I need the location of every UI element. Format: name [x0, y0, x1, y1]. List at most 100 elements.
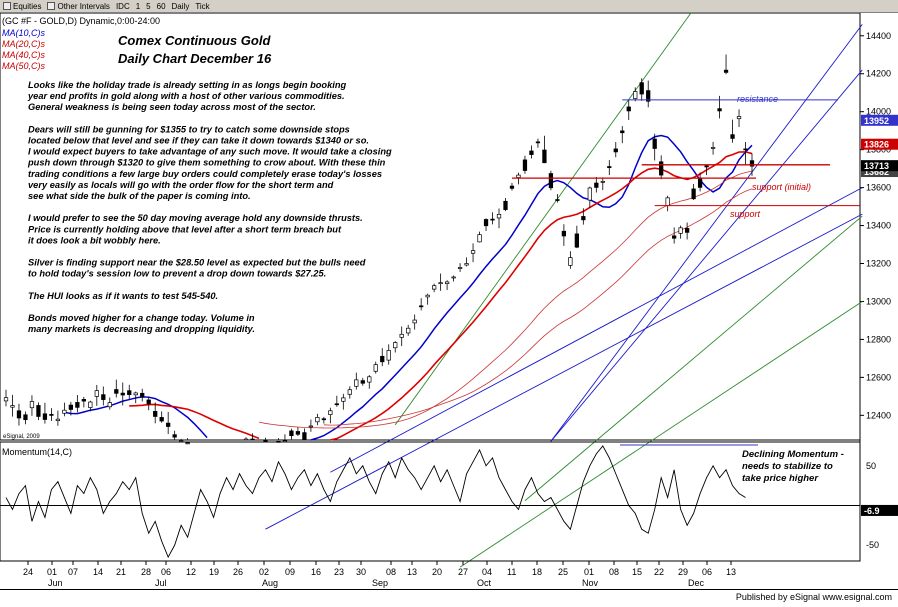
toolbar-item-daily[interactable]: Daily [172, 2, 190, 11]
candle-body [626, 106, 631, 112]
candle-body [367, 376, 372, 383]
candle-body [444, 281, 450, 284]
price-tick-label: 12600 [866, 372, 891, 382]
ma-legend: MA(10,C)sMA(20,C)sMA(40,C)sMA(50,C)s [2, 28, 46, 71]
date-tick-label: 30 [356, 567, 366, 577]
candle-body [360, 380, 365, 384]
commentary-line: General weakness is being seen today acr… [28, 102, 316, 112]
candle-body [334, 403, 339, 406]
candle-body [470, 250, 476, 254]
equities-icon [3, 2, 11, 10]
resistance-label: resistance [737, 94, 778, 104]
date-tick-label: 25 [558, 567, 568, 577]
commentary-line: Price is currently holding above that le… [28, 224, 342, 234]
candle-body [639, 82, 644, 95]
candle-body [548, 173, 554, 189]
price-tick-label: 14400 [866, 31, 891, 41]
momentum-note: Declining Momentum -needs to stabilize t… [742, 449, 844, 484]
price-readout-box [861, 160, 898, 172]
candle-body [101, 394, 106, 400]
candle-body [542, 149, 547, 164]
date-tick-label: 26 [233, 567, 243, 577]
momentum-readout: -6.9 [864, 506, 880, 516]
candle-body [723, 69, 729, 73]
toolbar-label: Equities [13, 1, 42, 11]
candle-body [594, 182, 599, 188]
candle-body [496, 214, 502, 219]
candle-body [23, 414, 28, 421]
candle-body [263, 439, 268, 442]
candle-body [646, 90, 651, 102]
candle-body [153, 410, 158, 417]
date-tick-label: 29 [678, 567, 688, 577]
date-tick-label: 22 [654, 567, 664, 577]
trend-line [330, 187, 863, 473]
toolbar-label: 1 [135, 1, 141, 11]
date-tick-label: 11 [507, 567, 516, 577]
candle-body [691, 188, 696, 200]
toolbar-item-intervals[interactable]: Other Intervals [47, 2, 110, 11]
candle-body [477, 234, 482, 243]
candle-body [94, 390, 99, 397]
toolbar-item-tick[interactable]: Tick [195, 2, 209, 11]
candle-body [159, 417, 164, 422]
candle-body [457, 267, 463, 269]
candle-body [49, 414, 54, 416]
candle-body [88, 401, 93, 408]
candle-body [736, 116, 742, 120]
candle-body [302, 432, 307, 440]
toolbar-item-60[interactable]: 60 [157, 2, 166, 11]
trend-line [550, 69, 863, 442]
trend-line [459, 301, 863, 568]
ma-legend-item: MA(20,C)s [2, 39, 46, 49]
commentary-line: Silver is finding support near the $28.5… [28, 258, 366, 268]
price-readout-label: 13682 [864, 167, 889, 177]
candle-body [425, 294, 430, 298]
candle-body [140, 392, 145, 398]
candle-body [522, 159, 528, 171]
support-resistance-lines [511, 99, 860, 207]
candle-body [295, 431, 301, 435]
chart-subtitle: Daily Chart December 16 [118, 51, 272, 66]
date-tick-label: 12 [186, 567, 196, 577]
toolbar-item-1[interactable]: 1 [136, 2, 140, 11]
commentary-text: Looks like the holiday trade is already … [27, 80, 392, 334]
price-tick-label: 13600 [866, 183, 891, 193]
candle-body [250, 438, 255, 441]
candle-body [613, 148, 618, 153]
momentum-tick-label: -50 [866, 540, 879, 550]
date-tick-label: 13 [407, 567, 417, 577]
candle-body [341, 397, 346, 402]
month-label: Dec [688, 578, 705, 588]
commentary-line: very easily as locals will go with the o… [28, 180, 334, 190]
candle-body [55, 418, 61, 421]
price-tick-label: 12400 [866, 410, 891, 420]
date-tick-label: 24 [23, 567, 33, 577]
toolbar: Equities Other Intervals IDC 1 5 60 Dail… [0, 0, 898, 13]
price-readout-label: 13952 [864, 116, 889, 126]
month-label: Nov [582, 578, 599, 588]
copyright: eSignal, 2009 [3, 434, 40, 440]
candle-body [36, 405, 41, 417]
toolbar-item-equities[interactable]: Equities [3, 2, 41, 11]
candle-body [483, 219, 489, 227]
candle-body [697, 178, 703, 188]
candle-body [373, 364, 378, 372]
toolbar-item-idc[interactable]: IDC [116, 2, 130, 11]
candle-body [10, 405, 15, 408]
candle-body [503, 200, 508, 210]
toolbar-label: Tick [195, 1, 210, 11]
candle-body [3, 397, 9, 402]
footer-publisher: Published by eSignal www.esignal.com [735, 592, 892, 602]
date-tick-label: 06 [702, 567, 712, 577]
date-tick-label: 20 [432, 567, 442, 577]
candle-body [620, 130, 625, 134]
momentum-line [5, 445, 746, 559]
toolbar-item-5[interactable]: 5 [146, 2, 150, 11]
date-tick-label: 01 [47, 567, 57, 577]
candle-body [665, 197, 670, 206]
candle-body [581, 216, 586, 221]
candle-body [393, 342, 398, 349]
date-tick-label: 04 [482, 567, 492, 577]
candle-body [133, 392, 138, 396]
